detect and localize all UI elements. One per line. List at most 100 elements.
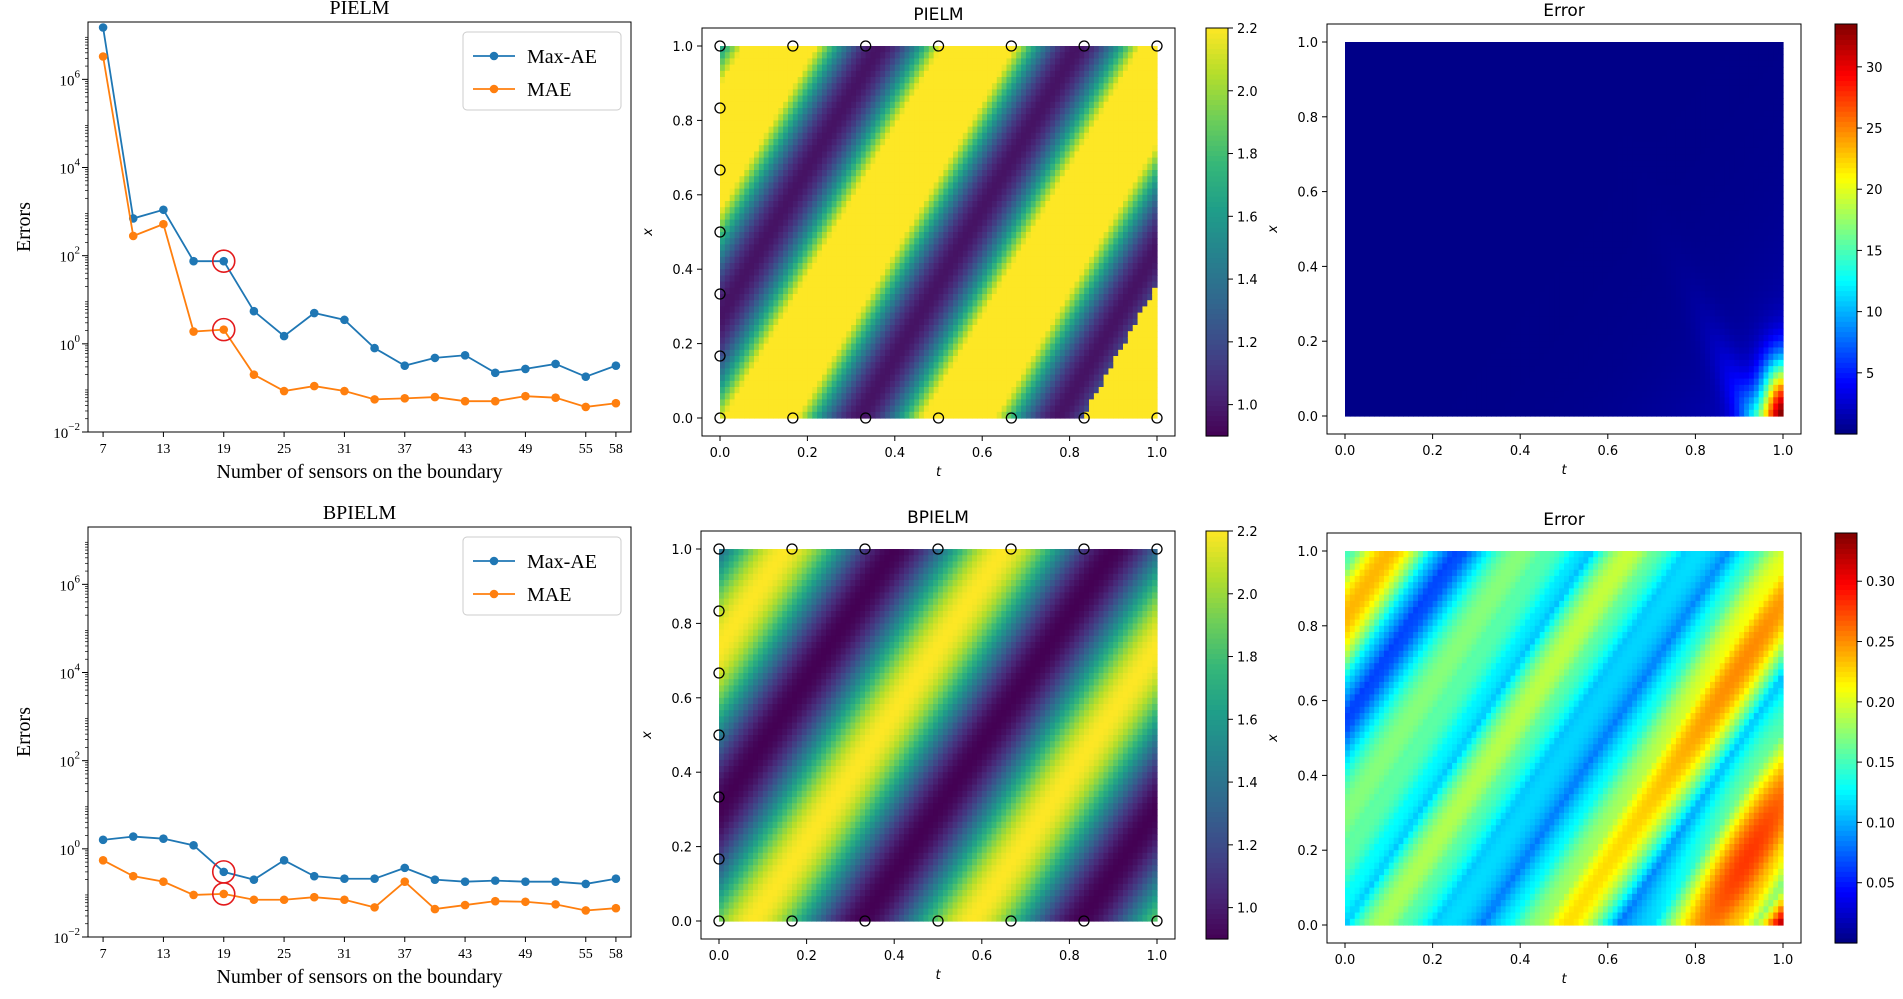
colorbar-segment bbox=[1206, 571, 1228, 578]
colorbar-segment bbox=[1835, 39, 1857, 46]
x-axis-label: Number of sensors on the boundary bbox=[216, 966, 502, 988]
colorbar-segment bbox=[1206, 923, 1228, 930]
x-tick-label: 1.0 bbox=[1773, 953, 1794, 968]
colorbar-segment bbox=[1206, 364, 1228, 371]
colorbar-segment bbox=[1835, 162, 1857, 169]
sensor-marker bbox=[932, 40, 945, 52]
y-tick-exponent: −2 bbox=[68, 421, 80, 433]
x-tick-label: 19 bbox=[217, 947, 231, 962]
colorbar-segment bbox=[1835, 188, 1857, 194]
colorbar-segment bbox=[1206, 857, 1228, 864]
colorbar-segment bbox=[1206, 272, 1228, 279]
colorbar-segment bbox=[1835, 609, 1857, 616]
data-point bbox=[309, 871, 319, 881]
x-tick-label: 1.0 bbox=[1773, 444, 1794, 459]
colorbar-segment bbox=[1835, 357, 1857, 363]
colorbar-segment bbox=[1206, 745, 1228, 751]
y-tick-exponent: −2 bbox=[68, 926, 80, 938]
colorbar-segment bbox=[1206, 694, 1228, 700]
colorbar-segment bbox=[1835, 234, 1857, 240]
sensor-marker bbox=[713, 605, 725, 617]
colorbar-segment bbox=[1206, 576, 1228, 583]
x-tick-label: 37 bbox=[398, 947, 412, 962]
colorbar-segment bbox=[1835, 341, 1857, 348]
colorbar-segment bbox=[1206, 775, 1228, 782]
colorbar-segment bbox=[1835, 553, 1857, 560]
colorbar-segment bbox=[1835, 922, 1857, 929]
x-tick-label: 0.8 bbox=[1059, 949, 1080, 964]
colorbar-segment bbox=[1835, 131, 1857, 138]
colorbar-segment bbox=[1206, 308, 1228, 315]
colorbar-segment bbox=[1835, 707, 1857, 713]
colorbar-segment bbox=[1206, 221, 1228, 228]
colorbar-segment bbox=[1206, 247, 1228, 253]
colorbar-segment bbox=[1206, 53, 1228, 60]
x-tick-label: 0.6 bbox=[1597, 444, 1618, 459]
colorbar-segment bbox=[1835, 275, 1857, 281]
colorbar-tick-label: 1.4 bbox=[1237, 273, 1258, 288]
heatmap-5: Error 0.0 0.2 0.4 0.6 0.8 1.0 0.0 0.2 0.4 0.6 0.8 1.… bbox=[1266, 510, 1895, 987]
colorbar-segment bbox=[1206, 359, 1228, 366]
colorbar-segment bbox=[1206, 622, 1228, 629]
data-point bbox=[460, 877, 470, 886]
colorbar-segment bbox=[1206, 668, 1228, 675]
colorbar-segment bbox=[1206, 257, 1228, 264]
colorbar-segment bbox=[1835, 213, 1857, 220]
data-point bbox=[189, 841, 198, 850]
x-tick-label: 7 bbox=[100, 442, 107, 457]
y-tick-label: 1.0 bbox=[1297, 545, 1318, 560]
colorbar-segment bbox=[1835, 912, 1857, 918]
colorbar-segment bbox=[1206, 328, 1228, 335]
colorbar-segment bbox=[1835, 182, 1857, 189]
x-tick-label: 37 bbox=[398, 442, 412, 457]
x-tick-label: 1.0 bbox=[1147, 949, 1168, 964]
data-point bbox=[581, 906, 591, 915]
y-tick-label: 0.0 bbox=[672, 412, 693, 427]
x-tick-label: 0.8 bbox=[1685, 953, 1706, 968]
sensor-marker bbox=[714, 226, 726, 238]
data-point bbox=[581, 402, 591, 412]
colorbar-segment bbox=[1206, 349, 1228, 355]
colorbar-segment bbox=[1206, 612, 1228, 619]
colorbar-frame bbox=[1205, 530, 1229, 940]
colorbar-segment bbox=[1206, 124, 1228, 131]
data-point bbox=[340, 386, 349, 396]
colorbar-segment bbox=[1835, 917, 1857, 924]
data-point bbox=[98, 835, 108, 845]
colorbar-segment bbox=[1206, 724, 1228, 731]
colorbar-segment bbox=[1206, 89, 1228, 95]
y-tick-label: 0.4 bbox=[671, 766, 692, 781]
colorbar-tick-label: 2.2 bbox=[1237, 22, 1258, 37]
colorbar-segment bbox=[1835, 203, 1857, 210]
colorbar-segment bbox=[1206, 323, 1228, 330]
colorbar-segment bbox=[1206, 786, 1228, 792]
colorbar-segment bbox=[1835, 789, 1857, 795]
data-point bbox=[340, 874, 349, 884]
x-axis-label: t bbox=[935, 968, 941, 983]
colorbar-segment bbox=[1835, 835, 1857, 842]
colorbar-segment bbox=[1206, 566, 1228, 573]
x-tick-label: 19 bbox=[217, 442, 231, 457]
data-point bbox=[309, 381, 319, 391]
chart-title: Error bbox=[1543, 510, 1584, 530]
colorbar-segment bbox=[1206, 872, 1228, 879]
data-point bbox=[128, 832, 138, 841]
colorbar-segment bbox=[1206, 633, 1228, 639]
colorbar-segment bbox=[1835, 881, 1857, 888]
colorbar-segment bbox=[1206, 369, 1228, 376]
x-tick-label: 0.6 bbox=[972, 446, 993, 461]
colorbar-segment bbox=[1206, 735, 1228, 741]
colorbar-segment bbox=[1206, 893, 1228, 899]
colorbar-segment bbox=[1835, 855, 1857, 862]
colorbar-segment bbox=[1835, 121, 1857, 128]
colorbar-segment bbox=[1835, 116, 1857, 122]
colorbar-segment bbox=[1835, 346, 1857, 353]
data-point bbox=[551, 877, 560, 886]
data-point bbox=[159, 834, 168, 843]
colorbar-segment bbox=[1206, 689, 1228, 695]
x-tick-label: 0.2 bbox=[796, 949, 817, 964]
x-tick-label: 0.4 bbox=[884, 446, 905, 461]
colorbar-segment bbox=[1206, 821, 1228, 828]
x-tick-label: 49 bbox=[518, 947, 532, 962]
colorbar-segment bbox=[1835, 157, 1857, 163]
